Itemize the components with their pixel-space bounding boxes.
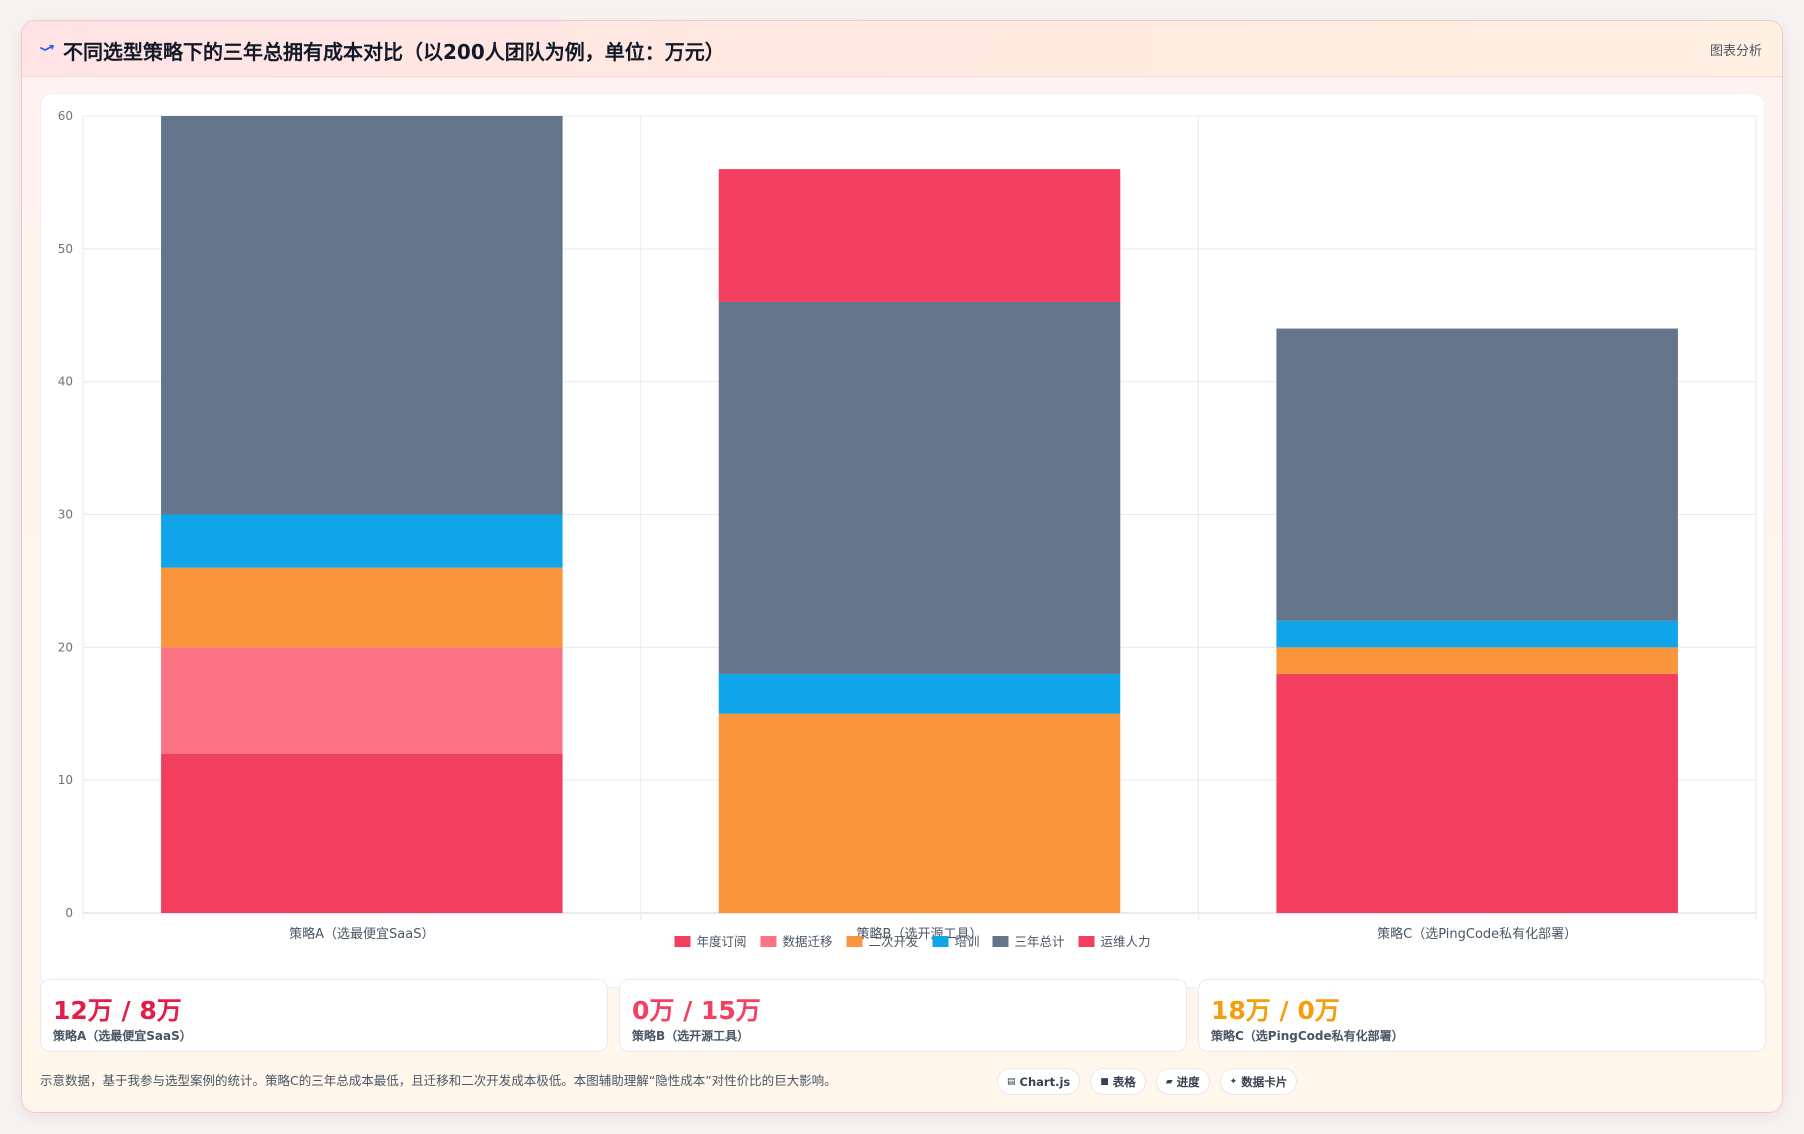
- y-tick-label: 30: [58, 508, 73, 522]
- legend-swatch: [932, 936, 949, 947]
- stat-card-a: 12万 / 8万 策略A（选最便宜SaaS）: [40, 979, 608, 1052]
- legend-swatch: [992, 936, 1009, 947]
- x-tick-label: 策略C（选PingCode私有化部署）: [1377, 926, 1577, 942]
- chart-analysis-button[interactable]: 图表分析: [1709, 44, 1762, 59]
- pill-chartjs[interactable]: ▤ Chart.js: [997, 1068, 1081, 1095]
- pill-label: 数据卡片: [1241, 1074, 1288, 1089]
- y-tick-label: 50: [58, 242, 73, 256]
- pill-data-cards[interactable]: ✦ 数据卡片: [1219, 1068, 1298, 1095]
- card-header: 不同选型策略下的三年总拥有成本对比（以200人团队为例，单位：万元） 图表分析: [22, 21, 1782, 77]
- bar-segment: [161, 567, 563, 648]
- legend-label: 数据迁移: [783, 934, 833, 949]
- bar-segment: [161, 753, 563, 913]
- x-tick-label: 策略A（选最便宜SaaS）: [289, 926, 434, 942]
- bar-segment: [161, 116, 563, 515]
- chart-trend-icon: [40, 44, 54, 52]
- stat-label-c: 策略C（选PingCode私有化部署）: [1211, 1029, 1404, 1043]
- bar-segment: [718, 301, 1121, 674]
- chart-icon: ▤: [1007, 1076, 1016, 1087]
- bar-segment: [718, 169, 1121, 302]
- bar-segment: [718, 713, 1121, 913]
- pill-table[interactable]: ■ 表格: [1090, 1068, 1146, 1095]
- y-tick-label: 10: [58, 773, 73, 787]
- bar-segment: [1276, 620, 1678, 648]
- bar-segment: [1276, 647, 1678, 674]
- bar-segment: [161, 514, 563, 568]
- bar-segment: [1276, 328, 1678, 621]
- stat-card-b: 0万 / 15万 策略B（选开源工具）: [619, 979, 1187, 1052]
- bar-segment: [161, 647, 563, 754]
- legend-swatch: [1078, 936, 1095, 947]
- chart-panel: 0 10 20 30 40 50 60 策略A（选最便宜SaaS） 策略B（选开源工具） 策略C（…: [40, 93, 1765, 988]
- pill-label: Chart.js: [1019, 1074, 1071, 1089]
- page-title: 不同选型策略下的三年总拥有成本对比（以200人团队为例，单位：万元）: [63, 40, 725, 64]
- legend-label: 年度订阅: [697, 934, 747, 949]
- view-switcher: ▤ Chart.js ■ 表格 ▰ 进度 ✦ 数据卡片: [997, 1068, 1298, 1095]
- y-tick-label: 40: [58, 375, 73, 389]
- progress-icon: ▰: [1165, 1076, 1173, 1087]
- stat-value-a: 12万 / 8万: [53, 996, 182, 1025]
- table-icon: ■: [1100, 1076, 1109, 1087]
- y-tick-label: 60: [58, 109, 73, 123]
- stat-label-b: 策略B（选开源工具）: [632, 1029, 750, 1043]
- legend-label: 三年总计: [1015, 934, 1065, 949]
- legend-label: 培训: [955, 934, 980, 949]
- legend-swatch: [846, 936, 863, 947]
- stat-value-c: 18万 / 0万: [1211, 996, 1340, 1025]
- y-tick-label: 0: [65, 906, 73, 920]
- stat-card-c: 18万 / 0万 策略C（选PingCode私有化部署）: [1198, 979, 1766, 1052]
- x-tick-label: 策略B（选开源工具）: [857, 926, 983, 942]
- bar-segment: [718, 673, 1121, 714]
- legend-swatch: [760, 936, 777, 947]
- pill-progress[interactable]: ▰ 进度: [1155, 1068, 1210, 1095]
- legend-swatch: [674, 936, 691, 947]
- y-tick-label: 20: [58, 640, 73, 654]
- chart-card: 不同选型策略下的三年总拥有成本对比（以200人团队为例，单位：万元） 图表分析 …: [21, 20, 1783, 1113]
- pill-label: 表格: [1112, 1074, 1136, 1089]
- sparkle-icon: ✦: [1229, 1076, 1238, 1087]
- pill-label: 进度: [1176, 1074, 1200, 1089]
- stacked-bar-chart: 0 10 20 30 40 50 60 策略A（选最便宜SaaS） 策略B（选开源工具） 策略C（…: [58, 109, 1757, 949]
- stat-value-b: 0万 / 15万: [632, 996, 761, 1025]
- footnote: 示意数据，基于我参与选型案例的统计。策略C的三年总成本最低，且迁移和二次开发成本…: [40, 1073, 837, 1088]
- legend-label: 运维人力: [1101, 934, 1151, 949]
- stat-label-a: 策略A（选最便宜SaaS）: [53, 1029, 192, 1043]
- bar-segment: [1276, 673, 1678, 913]
- legend-label: 二次开发: [869, 934, 920, 949]
